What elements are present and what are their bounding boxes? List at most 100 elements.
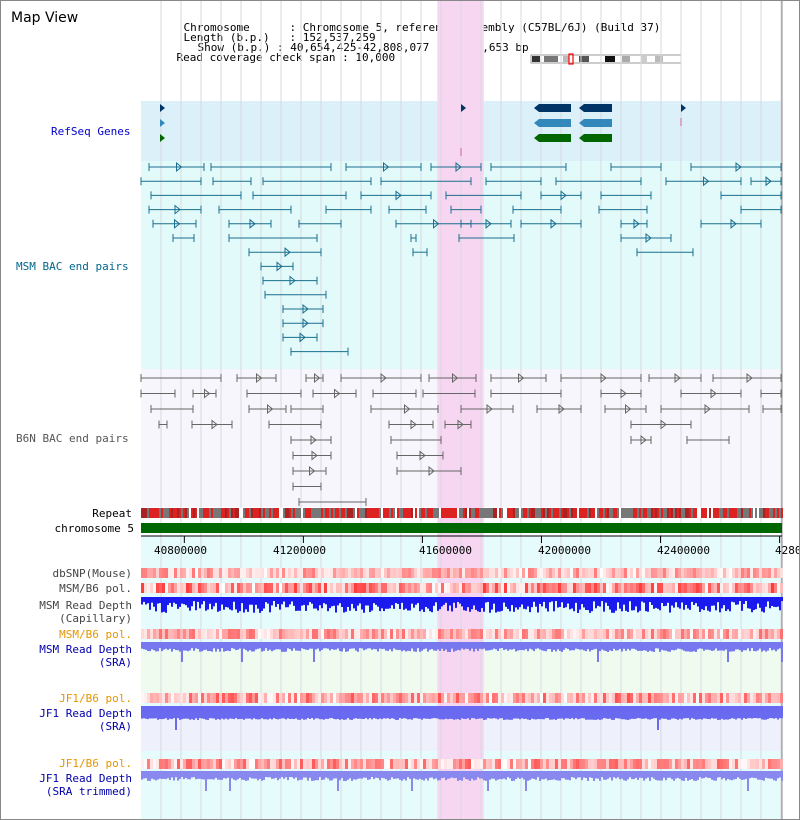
- bac-end-arrow: [419, 450, 426, 461]
- polymorphism-bin: [288, 629, 291, 639]
- polymorphism-bin: [402, 759, 405, 769]
- depth-bar: [271, 642, 273, 652]
- depth-bar: [325, 642, 327, 649]
- polymorphism-bin: [513, 693, 516, 703]
- depth-bar: [525, 642, 527, 650]
- depth-bar: [537, 642, 539, 649]
- depth-bar: [403, 706, 405, 719]
- depth-bar: [673, 771, 675, 781]
- depth-bar: [767, 642, 769, 651]
- depth-bar: [323, 771, 325, 780]
- polymorphism-bin: [684, 583, 687, 593]
- depth-bar: [657, 771, 659, 781]
- polymorphism-bin: [207, 693, 210, 703]
- repeat-mark: [517, 508, 519, 518]
- depth-bar: [565, 642, 567, 649]
- depth-bar: [483, 597, 485, 612]
- repeat-mark: [621, 508, 623, 518]
- track-label-b6n-bac[interactable]: B6N BAC end pairs: [16, 432, 129, 445]
- depth-bar: [223, 706, 225, 720]
- polymorphism-bin: [141, 693, 144, 703]
- repeat-mark: [369, 508, 371, 518]
- depth-bar: [297, 771, 299, 781]
- polymorphism-bin: [669, 629, 672, 639]
- depth-bar: [193, 642, 195, 651]
- polymorphism-bin: [354, 583, 357, 593]
- polymorphism-bin: [276, 759, 279, 769]
- polymorphism-bin: [762, 568, 765, 578]
- depth-bar: [583, 597, 585, 608]
- polymorphism-bin: [726, 629, 729, 639]
- depth-bar: [519, 597, 521, 608]
- polymorphism-bin: [732, 583, 735, 593]
- polymorphism-bin: [174, 568, 177, 578]
- depth-bar: [541, 771, 543, 780]
- polymorphism-bin: [408, 759, 411, 769]
- bac-end-arrow: [457, 419, 464, 430]
- depth-bar: [309, 706, 311, 719]
- depth-bar: [449, 642, 451, 652]
- repeat-mark: [729, 508, 731, 518]
- depth-bar: [769, 706, 771, 719]
- depth-bar: [191, 706, 193, 720]
- polymorphism-bin: [423, 583, 426, 593]
- depth-bar: [513, 771, 515, 781]
- repeat-mark: [711, 508, 713, 518]
- polymorphism-bin: [282, 759, 285, 769]
- track-label-refseq[interactable]: RefSeq Genes: [51, 125, 131, 138]
- polymorphism-bin: [732, 759, 735, 769]
- depth-bar: [227, 642, 229, 651]
- depth-bar: [621, 597, 623, 612]
- polymorphism-bin: [327, 568, 330, 578]
- depth-bar: [621, 642, 623, 652]
- polymorphism-bin: [216, 693, 219, 703]
- polymorphism-bin: [201, 629, 204, 639]
- polymorphism-bin: [432, 629, 435, 639]
- depth-bar: [329, 771, 331, 781]
- repeat-mark: [215, 508, 217, 518]
- depth-bar: [709, 771, 711, 779]
- polymorphism-bin: [414, 693, 417, 703]
- depth-bar: [335, 642, 337, 650]
- polymorphism-bin: [432, 693, 435, 703]
- repeat-mark: [319, 508, 321, 518]
- polymorphism-bin: [162, 583, 165, 593]
- depth-bar: [409, 706, 411, 720]
- polymorphism-bin: [663, 583, 666, 593]
- depth-bar: [613, 597, 615, 613]
- depth-bar: [367, 771, 369, 780]
- track-label-msm-bac[interactable]: MSM BAC end pairs: [16, 260, 129, 273]
- depth-bar: [193, 706, 195, 720]
- polymorphism-bin: [681, 568, 684, 578]
- polymorphism-bin: [348, 759, 351, 769]
- polymorphism-bin: [507, 629, 510, 639]
- polymorphism-bin: [408, 568, 411, 578]
- depth-bar: [617, 771, 619, 778]
- chromosome-ideogram[interactable]: [529, 53, 685, 65]
- depth-bar: [377, 642, 379, 652]
- repeat-mark: [379, 508, 381, 518]
- depth-bar: [577, 642, 579, 650]
- depth-bar: [669, 642, 671, 652]
- repeat-mark: [251, 508, 253, 518]
- polymorphism-bin: [678, 583, 681, 593]
- depth-bar: [271, 706, 273, 720]
- depth-bar: [269, 597, 271, 613]
- polymorphism-bin: [342, 759, 345, 769]
- depth-bar: [277, 597, 279, 604]
- polymorphism-bin: [666, 583, 669, 593]
- repeat-mark: [219, 508, 221, 518]
- polymorphism-bin: [615, 759, 618, 769]
- repeat-mark: [565, 508, 567, 518]
- polymorphism-bin: [249, 583, 252, 593]
- repeat-mark: [675, 508, 677, 518]
- polymorphism-bin: [390, 568, 393, 578]
- repeat-mark: [271, 508, 273, 518]
- polymorphism-bin: [777, 759, 780, 769]
- depth-bar: [513, 706, 515, 719]
- polymorphism-bin: [240, 629, 243, 639]
- polymorphism-bin: [576, 759, 579, 769]
- polymorphism-bin: [558, 583, 561, 593]
- depth-bar: [181, 642, 183, 662]
